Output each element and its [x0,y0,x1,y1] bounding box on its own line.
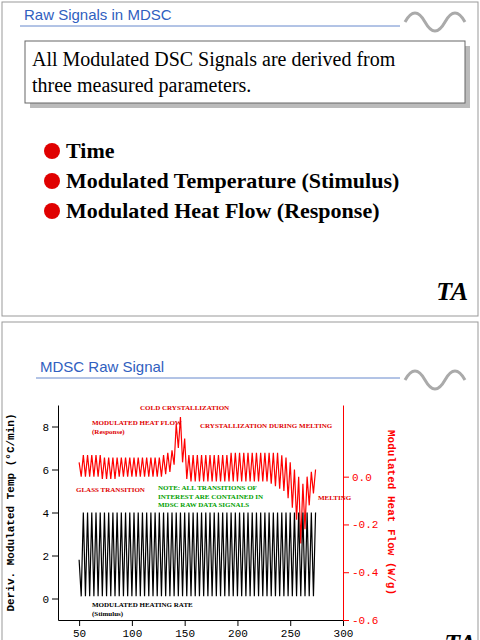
page: Raw Signals in MDSC All Modulated DSC Sig… [0,0,480,640]
logo-wave [405,13,465,31]
tick: 6 [42,465,58,477]
annotation-line: MDSC RAW DATA SIGNALS [158,501,249,509]
tick-mark [52,427,58,428]
box-text: All Modulated DSC Signals are derived fr… [32,48,396,71]
tick-label: 200 [228,628,248,640]
tick-label: 2 [42,551,49,563]
bullet [44,203,60,219]
bullet-text: Modulated Temperature (Stimulus) [66,168,399,193]
annotation-line: COLD CRYSTALLIZATION [140,404,229,412]
tick: 150 [175,620,195,640]
tick-mark [343,572,349,573]
y2-axis-title: Modulated Heat Flow (W/g) [385,430,397,595]
y2-axis: 0.0 -0.2 -0.4 -0.6 [343,406,379,628]
slide-title: Raw Signals in MDSC [24,6,172,23]
tick-label: 8 [42,422,49,434]
annotation-line: MELTING [318,494,352,502]
tick-label: 0 [42,594,49,606]
tick-label: 0.0 [352,472,372,484]
tick-label: 50 [73,628,86,640]
tick-mark [52,556,58,557]
tick: 200 [228,620,248,640]
annotation-line: MODULATED HEATING RATE [92,601,193,609]
annotation-line: GLASS TRANSITION [76,486,145,494]
y-axis-title: Deriv. Modulated Temp (°C/min) [5,413,17,611]
tick-mark [290,620,291,626]
tick-label: 4 [42,508,49,520]
tick: 0 [42,594,58,606]
logo: TA [436,277,468,306]
tick-mark [343,477,349,478]
y-axis: 0 2 4 6 8 [42,406,58,621]
slide-frame [2,2,478,316]
annotation: COLD CRYSTALLIZATION [140,404,229,412]
tick: -0.6 [343,615,378,627]
annotation-line: (Response) [92,428,125,436]
tick-label: 150 [175,628,195,640]
tick-label: -0.6 [352,615,378,627]
logo-wave [405,371,465,389]
tick-label: 100 [122,628,142,640]
annotation: MELTING [318,494,352,502]
tick-label: 6 [42,465,49,477]
logo: TA [444,629,476,640]
bullet-text: Modulated Heat Flow (Response) [66,198,379,223]
x-axis-line [59,620,344,621]
tick: 50 [73,620,86,640]
series-line [79,513,315,597]
annotation: MODULATED HEATING RATE(Stimulus) [92,601,193,618]
box-text: three measured parameters. [32,74,251,97]
annotation: CRYSTALLIZATION DURING MELTING [200,422,333,430]
annotation-line: CRYSTALLIZATION DURING MELTING [200,422,333,430]
tick: 8 [42,422,58,434]
annotation: GLASS TRANSITION [76,486,145,494]
tick: 250 [281,620,301,640]
annotation-line: (Stimulus) [92,610,124,618]
annotation: NOTE: ALL TRANSITIONS OFINTEREST ARE CON… [158,484,263,509]
tick: 300 [334,620,354,640]
slide-frame [2,322,478,640]
tick-mark [79,620,80,626]
bullet-text: Time [66,138,115,163]
tick: 2 [42,551,58,563]
annotation: MODULATED HEAT FLOW(Response) [92,419,182,436]
tick-mark [185,620,186,626]
bullet [44,143,60,159]
tick-mark [52,599,58,600]
tick-label: -0.4 [352,567,379,579]
tick: 4 [42,508,58,520]
slide-title: MDSC Raw Signal [40,358,164,375]
title-rule [36,378,400,379]
plot-area [79,417,315,596]
tick-mark [52,470,58,471]
annotation-line: MODULATED HEAT FLOW [92,419,182,427]
tick-label: 250 [281,628,301,640]
tick: -0.4 [343,567,379,579]
tick: 0.0 [343,472,372,484]
tick-mark [52,513,58,514]
y-axis-line [58,406,59,621]
annotation-line: INTEREST ARE CONTAINED IN [158,493,263,501]
tick-label: 300 [334,628,354,640]
tick-label: -0.2 [352,519,378,531]
tick-mark [343,620,349,621]
tick-mark [343,524,349,525]
tick: -0.2 [343,519,378,531]
tick: 100 [122,620,142,640]
title-rule [20,26,400,27]
text-box [25,41,465,103]
tick-mark [132,620,133,626]
tick-mark [237,620,238,626]
annotation-line: NOTE: ALL TRANSITIONS OF [158,484,257,492]
y2-axis-line [343,406,344,621]
bullet [44,173,60,189]
x-axis: 50 100 150 200 250 300 [59,620,354,640]
